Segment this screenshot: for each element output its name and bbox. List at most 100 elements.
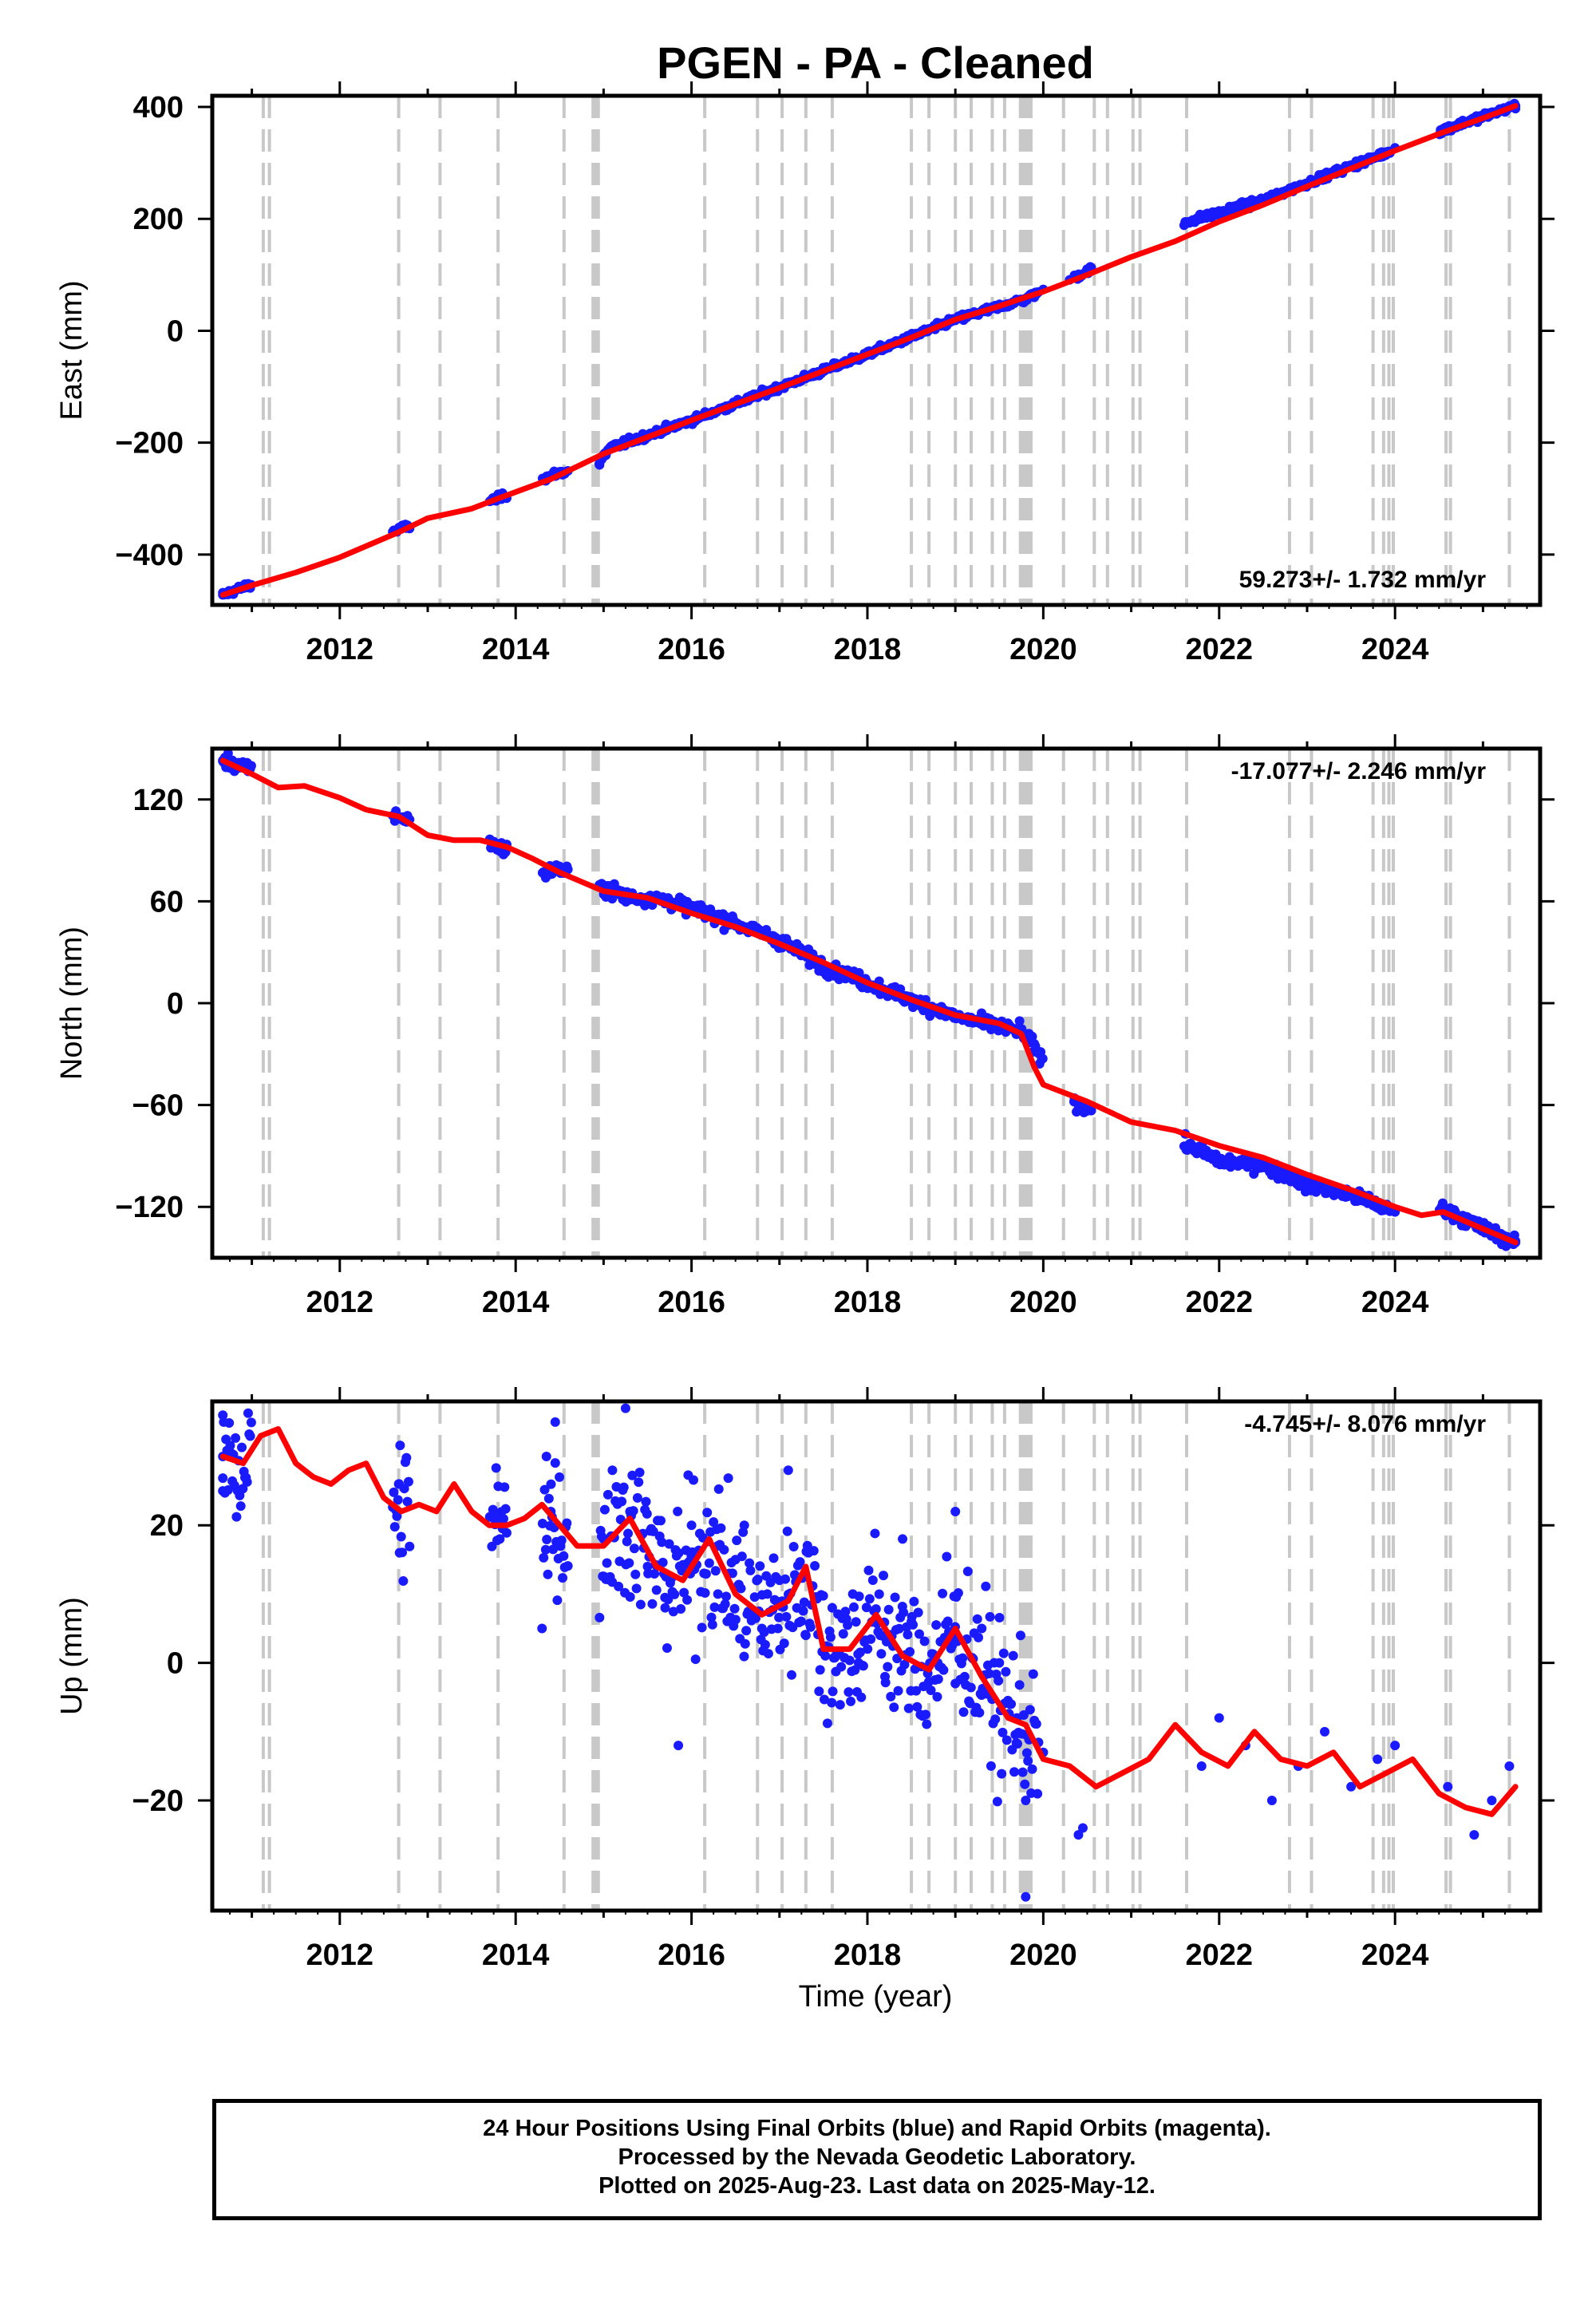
up-daily-point [909, 1596, 919, 1607]
north-daily-point [895, 984, 906, 994]
up-daily-point [889, 1702, 899, 1713]
up-frame [210, 1399, 1543, 1913]
up-anchor-point [686, 1520, 697, 1531]
up-daily-point [1001, 1666, 1011, 1677]
up-daily-point [932, 1692, 942, 1702]
up-daily-point [716, 1523, 726, 1533]
up-daily-point [218, 1473, 228, 1484]
east-anchor-point [1187, 215, 1198, 225]
up-daily-point [543, 1569, 553, 1579]
up-daily-point [402, 1496, 413, 1507]
up-daily-point [808, 1546, 819, 1556]
up-anchor-point [1469, 1830, 1479, 1840]
up-daily-point [962, 1567, 973, 1577]
up-anchor-point [607, 1465, 618, 1476]
up-daily-point [641, 1496, 651, 1507]
up-x-tick-label: 2018 [834, 1939, 902, 1972]
north-daily-point [223, 749, 233, 759]
up-daily-point [498, 1514, 508, 1524]
up-y-tick-label: −20 [132, 1784, 184, 1818]
up-daily-point [723, 1473, 733, 1484]
up-daily-point [818, 1591, 828, 1601]
up-daily-point [219, 1337, 229, 1346]
up-daily-point [396, 1531, 406, 1542]
up-anchor-point [1077, 1823, 1088, 1833]
up-daily-point [984, 1668, 994, 1678]
up-daily-point [690, 1654, 701, 1665]
north-anchor-point [1187, 1142, 1198, 1152]
up-daily-point [548, 1544, 559, 1555]
up-daily-point [810, 1561, 820, 1571]
up-daily-point [556, 1535, 567, 1546]
up-daily-point [540, 1544, 551, 1555]
east-rate-text: 59.273+/- 1.732 mm/yr [1239, 567, 1487, 593]
east-y-tick-label: 0 [167, 314, 184, 348]
up-anchor-point [394, 1547, 405, 1558]
up-daily-point [874, 1589, 884, 1599]
up-daily-point [664, 1539, 674, 1549]
up-daily-point [749, 1592, 760, 1603]
north-anchor-point [1214, 1156, 1224, 1166]
up-daily-point [788, 1541, 799, 1551]
up-anchor-point [660, 1603, 670, 1613]
up-daily-point [658, 1557, 668, 1567]
up-daily-point [981, 1581, 991, 1591]
up-daily-point [706, 1612, 717, 1622]
up-daily-point [899, 1659, 910, 1670]
up-daily-point [689, 1475, 699, 1485]
up-daily-point [782, 1526, 792, 1536]
up-daily-point [879, 1571, 889, 1581]
up-daily-point [1021, 1748, 1032, 1758]
up-daily-point [602, 1489, 613, 1500]
north-anchor-point [1258, 1160, 1268, 1170]
up-daily-point [815, 1665, 825, 1675]
north-daily-point [1086, 1105, 1096, 1116]
up-daily-point [922, 1719, 932, 1729]
up-daily-point [500, 1482, 510, 1492]
up-daily-point [676, 1604, 686, 1614]
up-anchor-point [1073, 1830, 1084, 1840]
up-daily-point [595, 1612, 605, 1622]
up-daily-point [851, 1617, 861, 1627]
up-daily-point [799, 1597, 809, 1607]
up-daily-point [846, 1696, 856, 1706]
north-daily-point [908, 1002, 918, 1013]
east-data-group [218, 98, 1521, 600]
up-daily-point [772, 1623, 783, 1634]
up-daily-point [392, 1511, 402, 1521]
up-daily-point [985, 1611, 995, 1622]
up-daily-point [739, 1651, 749, 1662]
up-daily-point [820, 1650, 831, 1661]
up-anchor-point [1320, 1726, 1330, 1737]
north-daily-point [246, 761, 256, 771]
up-daily-point [650, 1569, 660, 1579]
north-daily-point [563, 864, 573, 875]
north-y-tick-label: 60 [150, 885, 184, 919]
up-anchor-point [495, 1534, 505, 1544]
up-daily-point [727, 1568, 737, 1579]
north-x-tick-label: 2012 [306, 1286, 374, 1319]
up-daily-point [863, 1565, 874, 1575]
up-daily-point [974, 1632, 984, 1642]
up-daily-point [768, 1553, 779, 1563]
up-y-tick-label: 0 [167, 1647, 184, 1681]
up-daily-point [736, 1583, 746, 1594]
up-x-tick-label: 2012 [306, 1939, 374, 1972]
up-daily-point [627, 1470, 638, 1480]
up-anchor-point [642, 1561, 653, 1571]
up-daily-point [998, 1648, 1009, 1658]
up-daily-point [913, 1607, 923, 1618]
up-daily-point [876, 1649, 887, 1659]
up-y-tick-label: 20 [150, 1509, 184, 1543]
up-daily-point [781, 1611, 792, 1622]
up-daily-point [702, 1508, 713, 1518]
up-anchor-point [1021, 1891, 1031, 1902]
north-x-tick-label: 2022 [1186, 1286, 1254, 1319]
up-anchor-point [994, 1658, 1005, 1668]
up-daily-point [1025, 1705, 1035, 1715]
north-x-tick-label: 2016 [658, 1286, 725, 1319]
up-anchor-point [977, 1623, 987, 1634]
east-x-tick-label: 2012 [306, 633, 374, 666]
up-x-tick-label: 2020 [1009, 1939, 1077, 1972]
up-anchor-point [625, 1506, 635, 1516]
